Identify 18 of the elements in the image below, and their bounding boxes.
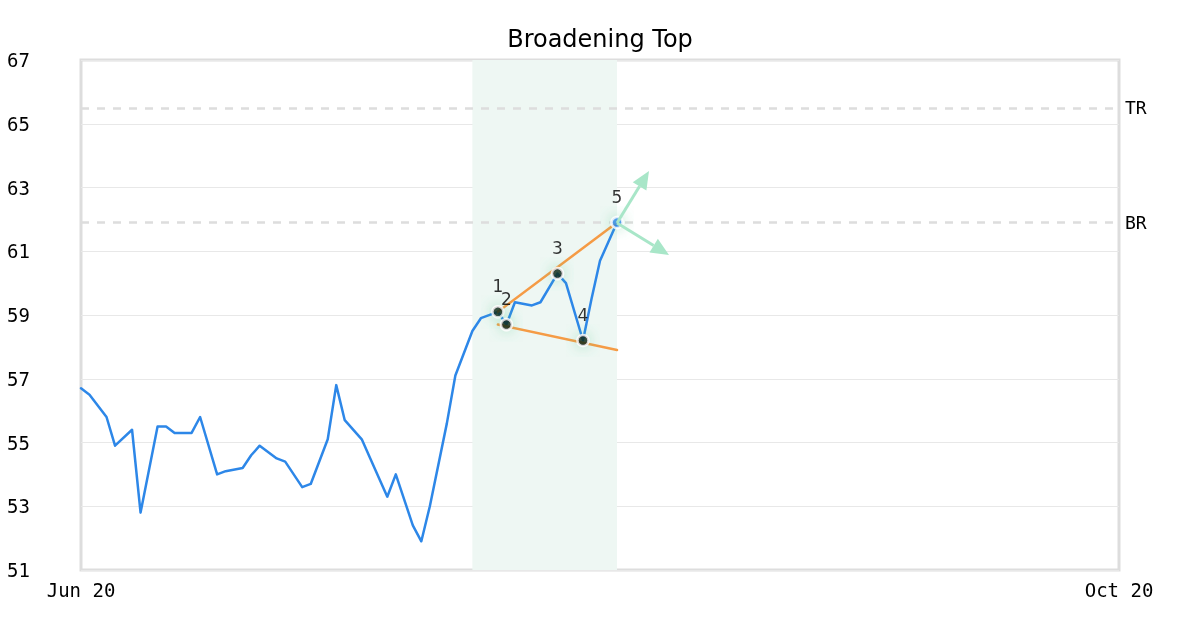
chart-title: Broadening Top xyxy=(507,25,693,53)
ref-line-label: BR xyxy=(1125,212,1147,234)
x-tick-label: Oct 20 xyxy=(1084,578,1154,601)
y-tick-label: 67 xyxy=(7,49,30,71)
y-tick-label: 59 xyxy=(7,304,30,326)
y-tick-label: 53 xyxy=(7,495,30,518)
y-tick-label: 51 xyxy=(7,559,30,581)
y-tick-label: 65 xyxy=(7,112,30,135)
annotation: 3 xyxy=(552,238,563,259)
y-tick-label: 55 xyxy=(7,431,30,454)
annotation: 5 xyxy=(611,187,623,208)
annotation: 4 xyxy=(577,305,589,325)
annotation: 2 xyxy=(501,289,512,310)
ref-line-label: TR xyxy=(1125,97,1147,119)
x-tick-label: Jun 20 xyxy=(46,578,116,601)
y-tick-label: 57 xyxy=(7,367,30,390)
y-tick-label: 61 xyxy=(7,240,30,263)
y-tick-label: 63 xyxy=(7,176,30,199)
